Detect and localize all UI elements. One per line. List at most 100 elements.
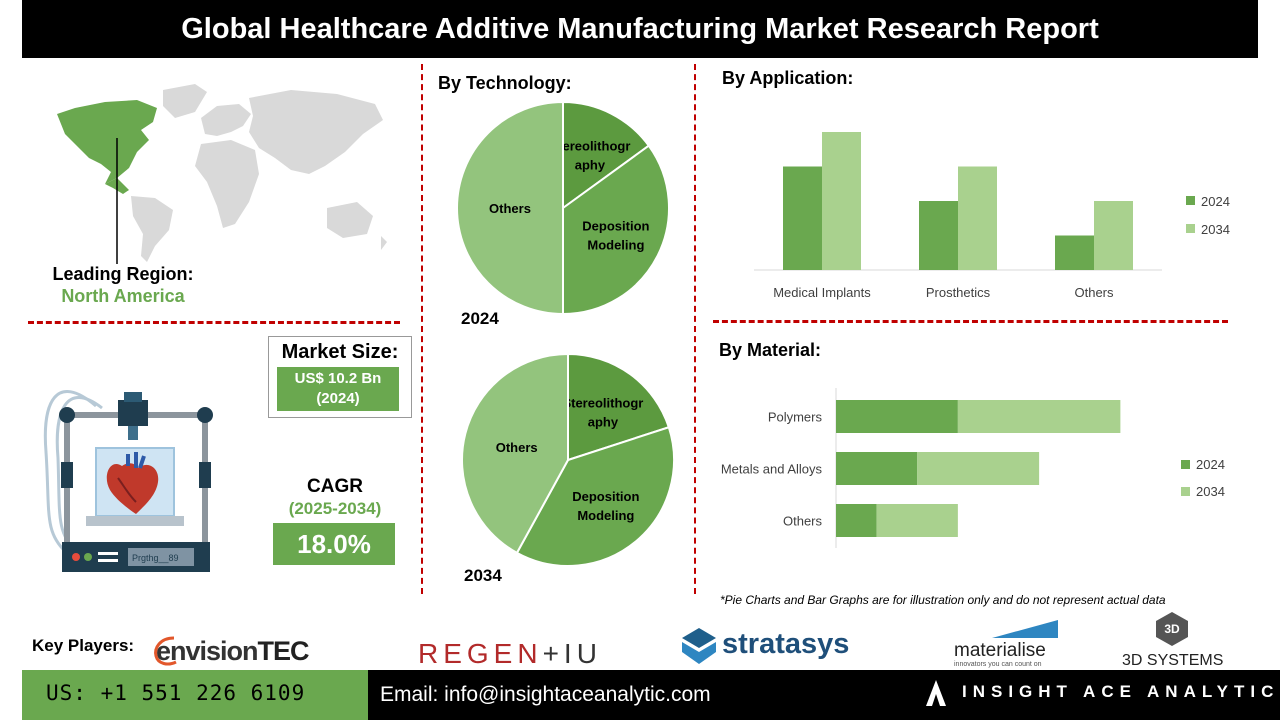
world-map: [57, 84, 387, 264]
pie-label: Modeling: [577, 508, 634, 523]
application-bar-2034: [958, 166, 997, 270]
application-bar-2034: [1094, 201, 1133, 270]
map-australia: [327, 202, 373, 238]
pie-label: aphy: [588, 414, 619, 429]
material-bar-chart: Polymers Metals and Alloys Others 2024 2034: [721, 388, 1225, 548]
materialise-tagline: innovators you can count on: [954, 661, 1042, 668]
materialise-mark-icon: [992, 620, 1058, 638]
pie-label: aphy: [575, 158, 606, 173]
printer-joint: [197, 407, 213, 423]
chart-footnote: *Pie Charts and Bar Graphs are for illus…: [720, 593, 1166, 607]
application-category-label: Prosthetics: [926, 285, 991, 300]
map-south-america: [131, 196, 173, 262]
pie-label: Deposition: [582, 218, 649, 233]
market-size-value: US$ 10.2 Bn (2024): [277, 367, 399, 411]
technology-pie-2024: Stereolithogr aphy Deposition Modeling Other…: [456, 100, 670, 316]
footer-brand: INSIGHT ACE ANALYTIC: [962, 682, 1280, 701]
material-category-label: Metals and Alloys: [721, 462, 823, 477]
regenhu-logo-main: REGEN: [418, 638, 543, 669]
printer-nozzle: [128, 426, 138, 440]
divider-left-horizontal: [28, 321, 400, 324]
printer-button-green: [84, 553, 92, 561]
leading-region-value: North America: [61, 286, 185, 306]
market-size-title: Market Size:: [281, 341, 399, 363]
pie-label: Modeling: [587, 237, 644, 252]
envisiontec-logo: envisionTEC: [156, 636, 310, 667]
heart-vessels: [126, 452, 146, 469]
printer-button-red: [72, 553, 80, 561]
leading-region-label: Leading Region:: [52, 264, 194, 284]
application-legend-label: 2034: [1201, 222, 1230, 237]
pie-2034-year: 2034: [464, 566, 502, 585]
pie-slice-others: [461, 352, 569, 555]
application-bar-chart: Medical Implants Prosthetics Others 2024 203…: [754, 132, 1230, 300]
material-bar-2034: [917, 452, 1040, 485]
report-title: Global Healthcare Additive Manufacturing…: [22, 0, 1258, 58]
map-africa: [195, 140, 259, 228]
pie-label: Stereolithogr: [549, 139, 630, 154]
material-category-label: Others: [783, 514, 823, 529]
envisiontec-swoosh-icon: [154, 636, 177, 666]
application-heading: By Application:: [722, 68, 854, 88]
materialise-logo: materialise: [954, 640, 1046, 661]
printer-tube: [43, 390, 97, 554]
map-north-america: [57, 100, 157, 184]
application-bar-2024: [783, 166, 822, 270]
map-europe: [201, 104, 251, 136]
bioprinter-illustration: Prgthg__89: [43, 390, 213, 572]
stratasys-logo: stratasys: [722, 628, 850, 660]
application-legend-label: 2024: [1201, 194, 1230, 209]
application-legend-swatch-2024: [1186, 196, 1195, 205]
printer-head-top: [124, 392, 142, 402]
insight-ace-logo-icon: [926, 680, 946, 706]
pie-label: Deposition: [572, 489, 639, 504]
stratasys-mark-icon: [682, 628, 716, 664]
divider-left: [421, 64, 423, 594]
material-bar-2024: [836, 504, 877, 537]
application-bar-2024: [919, 201, 958, 270]
material-legend-swatch-2034: [1181, 487, 1190, 496]
application-bar-2034: [822, 132, 861, 270]
printer-screen: [128, 548, 194, 566]
application-category-label: Others: [1074, 285, 1114, 300]
material-category-label: Polymers: [768, 410, 823, 425]
pie-slice-deposition-modeling: [515, 425, 675, 567]
footer-email[interactable]: Email: info@insightaceanalytic.com: [380, 683, 711, 706]
pie-label: Others: [496, 440, 538, 455]
pie-slice-deposition-modeling: [562, 144, 670, 316]
cagr-period: (2025-2034): [288, 499, 382, 518]
envisiontec-logo-main: envision: [156, 636, 259, 666]
map-asia: [249, 90, 383, 174]
material-bar-2024: [836, 400, 958, 433]
printer-screen-text: Prgthg__89: [132, 553, 179, 563]
divider-right: [694, 64, 696, 594]
printer-bed: [86, 516, 184, 526]
printer-display-bars: [98, 559, 118, 562]
pie-2024-year: 2024: [461, 309, 499, 328]
map-nz: [381, 236, 387, 250]
footer-phone-bar: [22, 670, 368, 720]
footer-phone[interactable]: US: +1 551 226 6109: [46, 681, 306, 705]
application-bar-2024: [1055, 235, 1094, 270]
application-category-label: Medical Implants: [773, 285, 871, 300]
pie-slice-others: [456, 100, 564, 316]
market-size-box: Market Size: US$ 10.2 Bn (2024): [268, 336, 412, 418]
pie-label: Stereolithogr: [562, 395, 643, 410]
heart-detail: [117, 477, 137, 503]
market-size-year: (2024): [316, 390, 360, 407]
material-legend-swatch-2024: [1181, 460, 1190, 469]
market-size-amount: US$ 10.2 Bn: [294, 370, 382, 387]
divider-right-horizontal: [713, 320, 1228, 323]
material-legend-label: 2034: [1196, 484, 1225, 499]
material-bar-2024: [836, 452, 918, 485]
technology-heading: By Technology:: [438, 73, 572, 93]
key-players-label: Key Players:: [32, 636, 135, 655]
pie-slice-stereolithography: [567, 352, 671, 462]
material-bar-2034: [876, 504, 958, 537]
material-heading: By Material:: [719, 340, 822, 360]
printer-clamp: [61, 462, 73, 488]
pie-slice-stereolithography: [562, 100, 651, 210]
pie-label: Others: [489, 201, 531, 216]
envisiontec-logo-suffix: TEC: [257, 636, 310, 666]
printer-head: [118, 400, 148, 426]
